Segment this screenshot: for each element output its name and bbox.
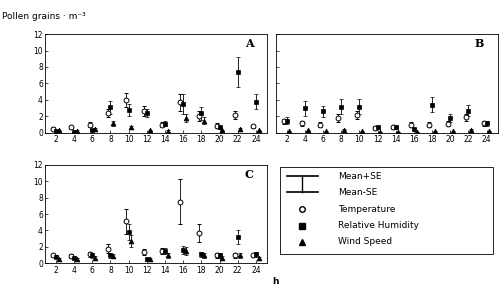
Text: B: B — [475, 38, 484, 49]
Text: Temperature: Temperature — [338, 205, 395, 213]
Text: Pollen grains · m⁻³: Pollen grains · m⁻³ — [2, 12, 86, 21]
Text: Relative Humidity: Relative Humidity — [338, 221, 419, 230]
Text: Mean+SE: Mean+SE — [338, 172, 382, 181]
Text: A: A — [245, 38, 254, 49]
Text: Wind Speed: Wind Speed — [338, 237, 392, 246]
Text: h: h — [272, 277, 279, 286]
Text: Mean-SE: Mean-SE — [338, 188, 377, 197]
Bar — [280, 167, 493, 254]
Text: C: C — [244, 168, 254, 179]
